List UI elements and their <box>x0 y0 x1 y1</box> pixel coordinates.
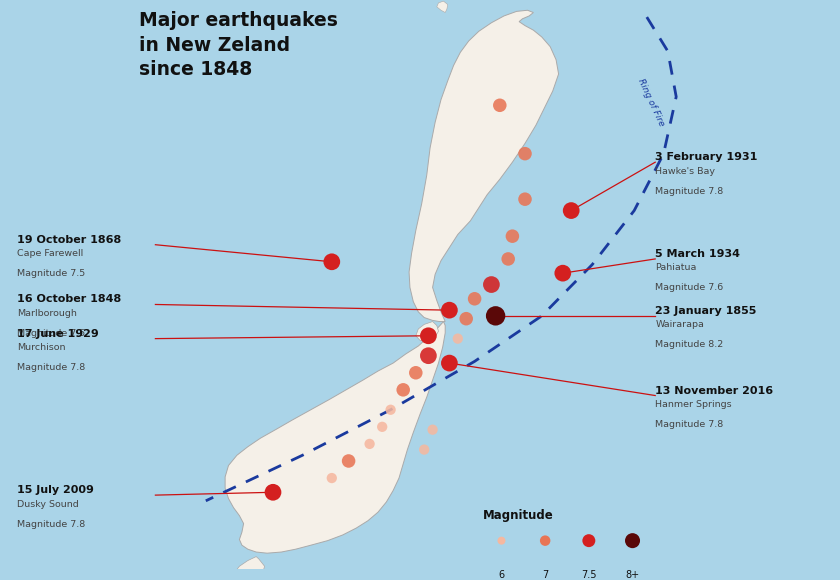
Point <box>409 368 423 378</box>
Text: Magnitude 7.8: Magnitude 7.8 <box>17 520 85 528</box>
Text: Murchison: Murchison <box>17 343 66 352</box>
Text: Magnitude 7.5: Magnitude 7.5 <box>17 269 85 278</box>
Point <box>538 536 552 545</box>
Text: Magnitude 7.8: Magnitude 7.8 <box>17 363 85 372</box>
Text: 7: 7 <box>542 570 549 580</box>
Text: Magnitude 7.8: Magnitude 7.8 <box>655 187 723 195</box>
Polygon shape <box>416 321 438 340</box>
Text: 17 June 1929: 17 June 1929 <box>17 329 98 339</box>
Text: 15 July 2009: 15 July 2009 <box>17 485 94 495</box>
Text: 6: 6 <box>498 570 505 580</box>
Point <box>396 385 410 394</box>
Text: 13 November 2016: 13 November 2016 <box>655 386 774 396</box>
Text: Magnitude 8.2: Magnitude 8.2 <box>655 340 723 349</box>
Text: 7.5: 7.5 <box>581 570 596 580</box>
Text: 23 January 1855: 23 January 1855 <box>655 306 757 316</box>
Polygon shape <box>437 1 448 13</box>
Text: Magnitude: Magnitude <box>483 509 554 523</box>
Text: 3 February 1931: 3 February 1931 <box>655 152 758 162</box>
Text: Magnitude 7.8: Magnitude 7.8 <box>655 420 723 429</box>
Point <box>485 280 498 289</box>
Point <box>422 331 435 340</box>
Point <box>489 311 502 321</box>
Point <box>518 149 532 158</box>
Polygon shape <box>234 557 265 580</box>
Point <box>342 456 355 466</box>
Text: Magnitude 7.5: Magnitude 7.5 <box>17 329 85 338</box>
Point <box>325 473 339 483</box>
Text: 8+: 8+ <box>626 570 639 580</box>
Polygon shape <box>409 10 559 321</box>
Point <box>375 422 389 432</box>
Point <box>506 231 519 241</box>
Text: 16 October 1848: 16 October 1848 <box>17 295 121 304</box>
Point <box>422 351 435 360</box>
Text: Dusky Sound: Dusky Sound <box>17 500 79 509</box>
Point <box>417 445 431 454</box>
Point <box>556 269 570 278</box>
Text: Hawke's Bay: Hawke's Bay <box>655 166 715 176</box>
Point <box>495 536 508 545</box>
Text: Wairarapa: Wairarapa <box>655 320 704 329</box>
Point <box>501 254 515 263</box>
Text: 19 October 1868: 19 October 1868 <box>17 235 121 245</box>
Point <box>451 334 465 343</box>
Point <box>468 294 481 303</box>
Text: Magnitude 7.6: Magnitude 7.6 <box>655 284 723 292</box>
Text: 5 March 1934: 5 March 1934 <box>655 249 740 259</box>
Point <box>426 425 439 434</box>
Text: Marlborough: Marlborough <box>17 309 76 318</box>
Point <box>266 488 280 497</box>
Text: Ring of Fire: Ring of Fire <box>636 77 666 128</box>
Text: Cape Farewell: Cape Farewell <box>17 249 83 258</box>
Point <box>493 101 507 110</box>
Point <box>384 405 397 414</box>
Point <box>518 194 532 204</box>
Point <box>363 439 376 448</box>
Point <box>564 206 578 215</box>
Text: Pahiatua: Pahiatua <box>655 263 696 273</box>
Text: Hanmer Springs: Hanmer Springs <box>655 400 732 409</box>
Point <box>459 314 473 323</box>
Point <box>626 536 639 545</box>
Polygon shape <box>225 321 445 553</box>
Text: Major earthquakes
in New Zeland
since 1848: Major earthquakes in New Zeland since 18… <box>139 12 338 79</box>
Point <box>582 536 596 545</box>
Point <box>443 306 456 315</box>
Point <box>443 358 456 368</box>
Point <box>325 257 339 266</box>
